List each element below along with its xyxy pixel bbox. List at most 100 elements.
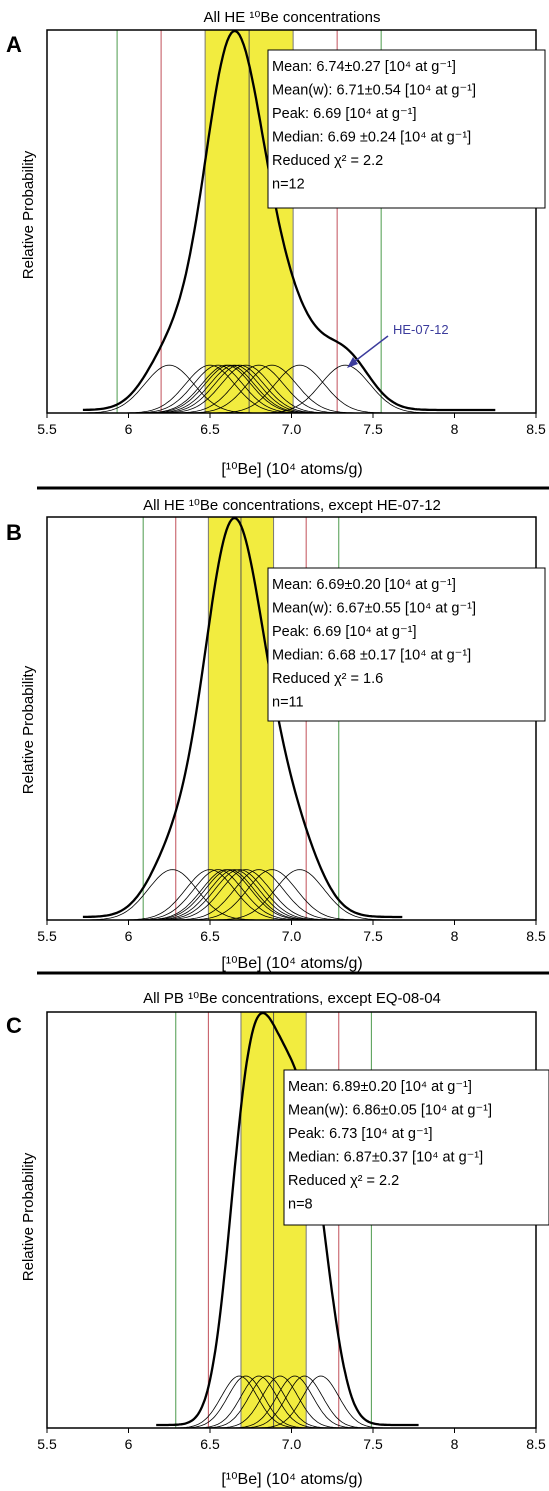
x-axis-label: [¹⁰Be] (10⁴ atoms/g)	[221, 461, 362, 478]
sample-curve	[231, 1375, 358, 1429]
y-axis-label: Relative Probability	[20, 665, 37, 794]
sample-curve	[173, 869, 345, 921]
chart-title: All HE ¹⁰Be concentrations	[204, 9, 381, 26]
x-tick-label: 5.5	[37, 928, 57, 944]
panel-b: B All HE ¹⁰Be concentrations, except HE-…	[6, 497, 546, 972]
sample-curve	[196, 1375, 322, 1429]
sample-curve	[204, 1375, 330, 1429]
sample-curve	[217, 1375, 343, 1429]
annotation-label: HE-07-12	[393, 322, 449, 337]
x-tick-label: 7.0	[282, 1436, 302, 1452]
x-tick-label: 7.5	[363, 421, 383, 437]
stats-line: Peak: 6.69 [10⁴ at g⁻¹]	[272, 624, 416, 640]
summed-probability-curve	[82, 29, 496, 412]
stats-line: Median: 6.68 ±0.17 [10⁴ at g⁻¹]	[272, 648, 471, 664]
sample-curve	[173, 364, 345, 414]
x-tick-label: 7.5	[363, 928, 383, 944]
x-tick-labels: 5.5 6 6.5 7.0 7.5 8 8.5	[37, 1428, 546, 1452]
stats-line: Reduced χ² = 1.6	[272, 671, 383, 687]
x-tick-label: 6	[125, 928, 133, 944]
panel-a: A All HE ¹⁰Be concentrations Relative Pr…	[6, 9, 546, 478]
stats-line: Median: 6.87±0.37 [10⁴ at g⁻¹]	[288, 1150, 483, 1166]
stats-line: Mean(w): 6.86±0.05 [10⁴ at g⁻¹]	[288, 1103, 492, 1119]
x-tick-label: 6	[125, 421, 133, 437]
x-axis-label: [¹⁰Be] (10⁴ atoms/g)	[221, 1471, 362, 1488]
x-tick-label: 6.5	[200, 421, 220, 437]
chart-title: All HE ¹⁰Be concentrations, except HE-07…	[143, 497, 441, 514]
sample-curve	[183, 1375, 309, 1429]
x-tick-label: 7.5	[363, 1436, 383, 1452]
sample-curve	[153, 364, 325, 414]
sample-curve	[86, 869, 259, 921]
stats-box: Mean: 6.89±0.20 [10⁴ at g⁻¹] Mean(w): 6.8…	[283, 1069, 549, 1226]
stats-box-frame	[267, 567, 546, 722]
sample-curve	[214, 364, 386, 414]
stats-line: Mean(w): 6.71±0.54 [10⁴ at g⁻¹]	[272, 83, 476, 99]
x-tick-label: 5.5	[37, 1436, 57, 1452]
stats-box: Mean: 6.74±0.27 [10⁴ at g⁻¹] Mean(w): 6.7…	[267, 49, 546, 209]
x-tick-label: 6.5	[200, 1436, 220, 1452]
panel-letter: A	[6, 32, 22, 57]
sample-curve	[214, 869, 386, 921]
summed-probability-curve	[82, 516, 403, 919]
stats-line: Mean: 6.74±0.27 [10⁴ at g⁻¹]	[272, 59, 456, 75]
chart-title: All PB ¹⁰Be concentrations, except EQ-08…	[143, 990, 441, 1007]
annotation-arrowhead	[347, 357, 358, 368]
x-tick-label: 7.0	[282, 928, 302, 944]
sample-curve	[258, 1375, 384, 1429]
annotation-he-07-12: HE-07-12	[347, 322, 449, 368]
sample-curve	[176, 1375, 303, 1429]
stats-line: Peak: 6.69 [10⁴ at g⁻¹]	[272, 106, 416, 122]
x-tick-label: 7.0	[282, 421, 302, 437]
x-tick-label: 8.5	[526, 1436, 546, 1452]
x-axis-label: [¹⁰Be] (10⁴ atoms/g)	[221, 955, 362, 972]
sample-curve	[160, 364, 332, 414]
sample-curve	[124, 869, 296, 921]
sample-curve	[140, 869, 312, 921]
sample-curve	[132, 364, 304, 414]
sample-curve	[160, 869, 332, 921]
sample-curve	[186, 364, 358, 414]
stats-box: Mean: 6.69±0.20 [10⁴ at g⁻¹] Mean(w): 6.6…	[267, 567, 546, 722]
x-tick-label: 5.5	[37, 421, 57, 437]
stats-line: Median: 6.69 ±0.24 [10⁴ at g⁻¹]	[272, 130, 471, 146]
stats-line: Reduced χ² = 2.2	[288, 1173, 399, 1189]
summed-probability-curve	[156, 1011, 419, 1427]
stats-line: Reduced χ² = 2.2	[272, 153, 383, 169]
stats-line: n=11	[272, 695, 304, 711]
x-tick-label: 8	[451, 1436, 459, 1452]
sample-curve	[83, 364, 255, 414]
sample-curve	[148, 364, 320, 414]
sample-curve	[144, 364, 316, 414]
sample-curve	[153, 869, 325, 921]
y-axis-label: Relative Probability	[20, 1152, 37, 1281]
annotation-arrow	[349, 335, 389, 366]
sample-curve	[132, 869, 304, 921]
x-tick-label: 8.5	[526, 928, 546, 944]
panel-letter: C	[6, 1013, 22, 1038]
stats-line: Mean(w): 6.67±0.55 [10⁴ at g⁻¹]	[272, 601, 476, 617]
x-tick-label: 6.5	[200, 928, 220, 944]
sample-curve	[144, 869, 316, 921]
sample-curve	[241, 1375, 368, 1429]
sample-curve	[124, 364, 296, 414]
x-tick-labels: 5.5 6 6.5 7.0 7.5 8 8.5	[37, 413, 546, 437]
y-axis-label: Relative Probability	[20, 150, 37, 279]
stats-line: n=12	[272, 177, 305, 193]
sample-curve	[148, 869, 320, 921]
sample-curve	[186, 869, 358, 921]
sample-curve	[140, 364, 312, 414]
stats-box-frame	[283, 1069, 549, 1226]
stats-line: Mean: 6.69±0.20 [10⁴ at g⁻¹]	[272, 577, 456, 593]
x-tick-label: 8	[451, 421, 459, 437]
stats-line: Peak: 6.73 [10⁴ at g⁻¹]	[288, 1126, 432, 1142]
stats-line: Mean: 6.89±0.20 [10⁴ at g⁻¹]	[288, 1079, 472, 1095]
panel-letter: B	[6, 520, 22, 545]
stats-line: n=8	[288, 1197, 313, 1213]
panel-c: C All PB ¹⁰Be concentrations, except EQ-…	[6, 990, 549, 1488]
stats-box-frame	[267, 49, 546, 209]
x-tick-labels: 5.5 6 6.5 7.0 7.5 8 8.5	[37, 920, 546, 944]
x-tick-label: 8	[451, 928, 459, 944]
x-tick-label: 6	[125, 1436, 133, 1452]
